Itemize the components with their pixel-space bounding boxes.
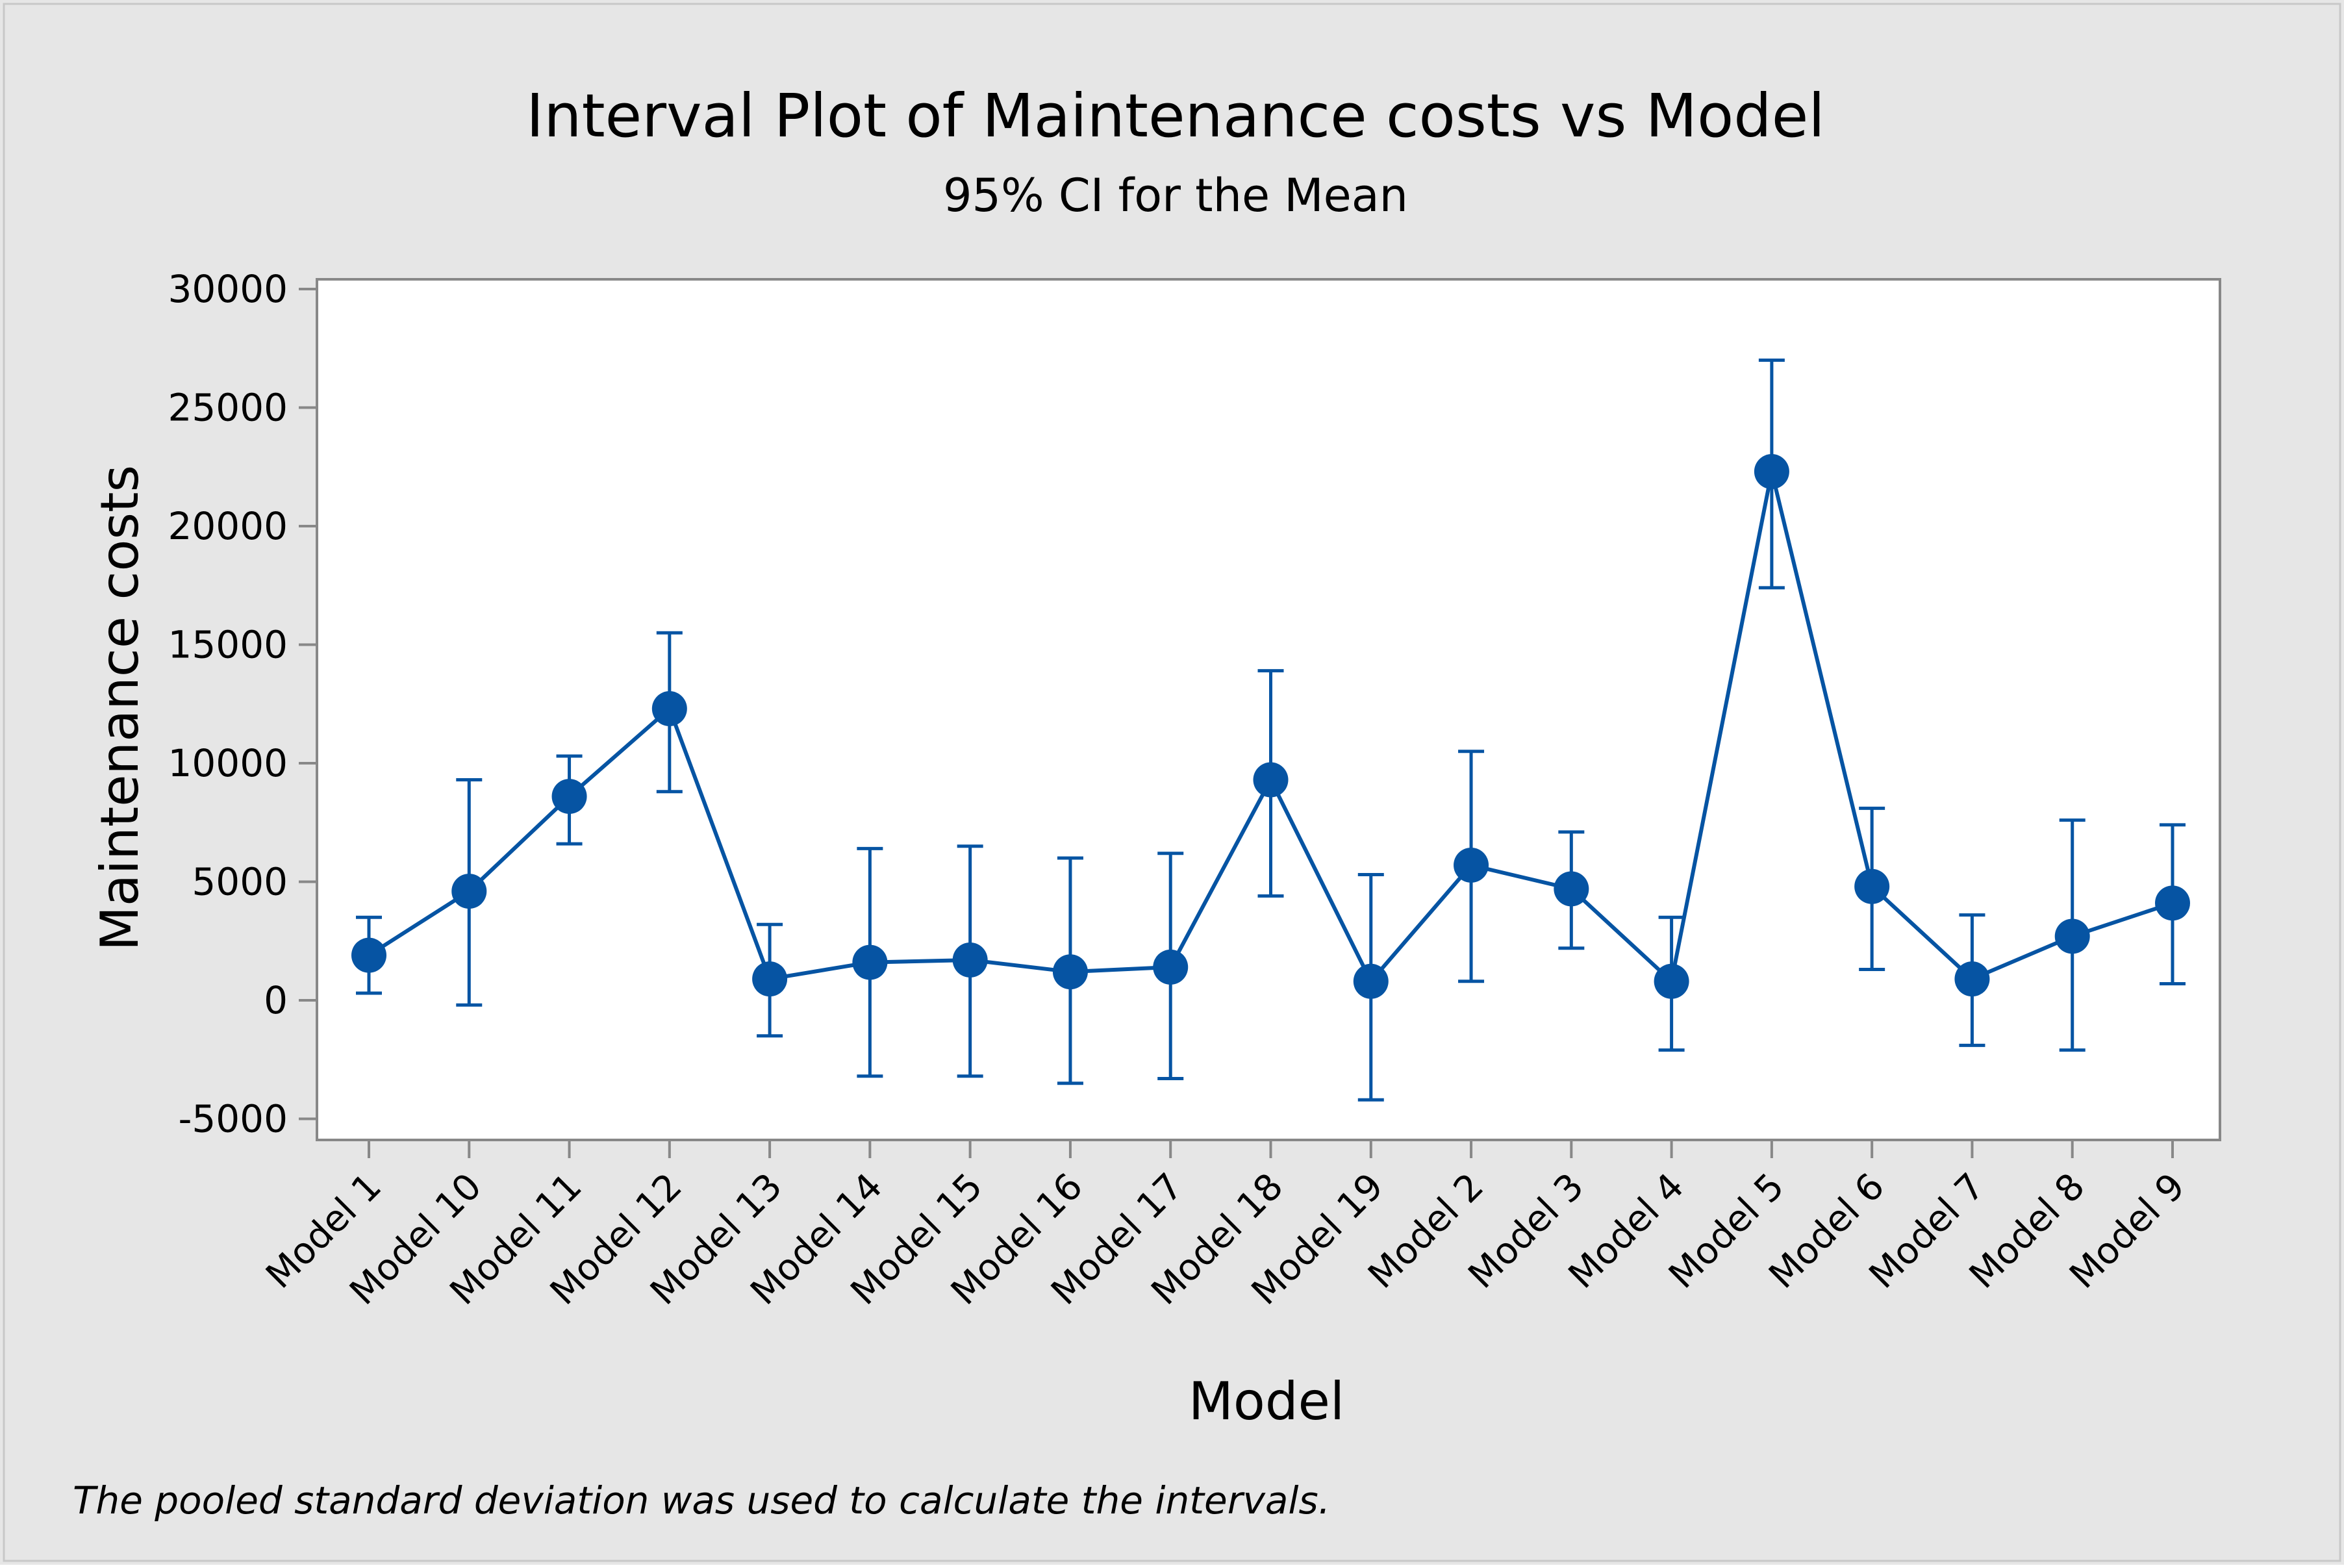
y-tick-label: 10000 <box>168 741 288 785</box>
mean-marker <box>1954 961 1990 997</box>
x-axis-label: Model <box>1189 1371 1344 1432</box>
y-tick-label: 15000 <box>168 623 288 667</box>
mean-marker <box>1554 871 1589 907</box>
footnote: The pooled standard deviation was used t… <box>73 1478 1330 1523</box>
y-tick-label: 0 <box>264 978 288 1022</box>
y-tick-label: 25000 <box>168 386 288 430</box>
mean-marker <box>1052 954 1088 990</box>
mean-marker <box>1353 963 1389 999</box>
mean-marker <box>451 874 487 909</box>
mean-marker <box>1754 454 1789 490</box>
mean-marker <box>351 937 386 973</box>
y-tick-label: 5000 <box>192 860 288 904</box>
series-maintenance-costs <box>351 359 2190 1102</box>
y-axis-label: Maintenance costs <box>90 465 150 951</box>
plot-area <box>316 278 2221 1141</box>
y-tick-label: -5000 <box>178 1097 288 1141</box>
y-axis: -5000 0 5000 10000 15000 20000 25000 30000 <box>168 267 317 1141</box>
mean-marker <box>1854 868 1890 904</box>
outer-border <box>3 3 2341 1562</box>
y-tick-label: 30000 <box>168 267 288 311</box>
mean-marker <box>952 942 988 978</box>
mean-marker <box>2155 885 2190 921</box>
chart-title: Interval Plot of Maintenance costs vs Mo… <box>526 81 1825 151</box>
mean-marker <box>2054 918 2090 954</box>
mean-marker <box>852 944 888 980</box>
mean-marker <box>551 779 587 815</box>
mean-marker <box>1253 762 1289 798</box>
mean-marker <box>651 691 687 727</box>
mean-marker <box>1654 963 1689 999</box>
y-tick-label: 20000 <box>168 504 288 548</box>
chart-subtitle: 95% CI for the Mean <box>943 169 1408 222</box>
mean-marker <box>1153 949 1189 985</box>
mean-marker <box>752 961 788 997</box>
mean-marker <box>1454 847 1489 883</box>
